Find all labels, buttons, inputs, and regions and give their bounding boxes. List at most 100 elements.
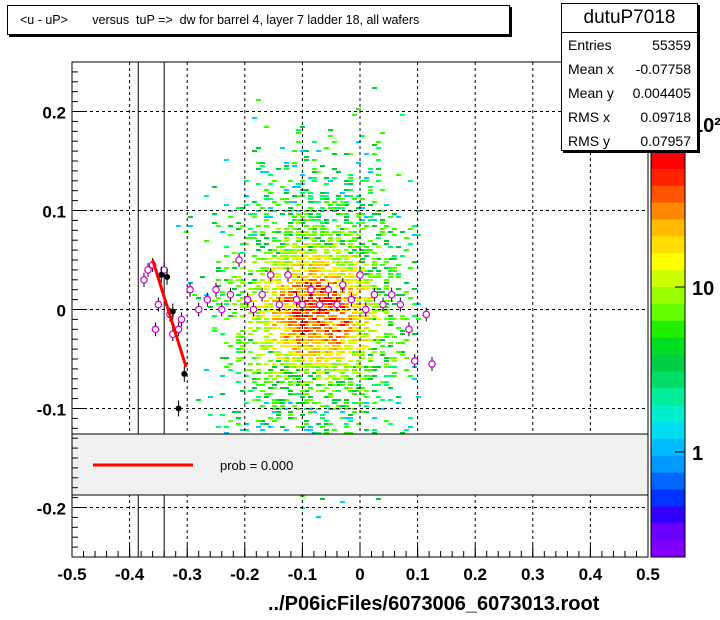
density-cell [216, 426, 221, 428]
density-cell [272, 180, 277, 182]
density-cell [304, 420, 309, 422]
density-cell [236, 333, 241, 335]
density-cell [316, 315, 321, 317]
density-cell [276, 261, 281, 263]
density-cell [320, 384, 325, 386]
density-cell [264, 300, 269, 302]
density-cell [256, 249, 261, 251]
density-cell [256, 327, 261, 329]
density-cell [332, 315, 337, 317]
density-cell [344, 219, 349, 221]
density-cell [268, 207, 273, 209]
density-cell [404, 369, 409, 371]
density-cell [388, 366, 393, 368]
density-cell [288, 351, 293, 353]
density-cell [228, 282, 233, 284]
density-cell [344, 204, 349, 206]
density-cell [336, 297, 341, 299]
density-cell [396, 342, 401, 344]
density-cell [340, 372, 345, 374]
density-cell [248, 312, 253, 314]
density-cell [352, 198, 357, 200]
density-cell [312, 282, 317, 284]
density-cell [292, 243, 297, 245]
density-cell [276, 312, 281, 314]
density-cell [296, 219, 301, 221]
density-cell [320, 279, 325, 281]
density-cell [324, 378, 329, 380]
density-cell [328, 366, 333, 368]
density-cell [320, 225, 325, 227]
density-cell [244, 204, 249, 206]
density-cell [276, 267, 281, 269]
density-cell [312, 231, 317, 233]
profile-point-solid [164, 273, 171, 280]
density-cell [316, 372, 321, 374]
density-cell [276, 273, 281, 275]
density-cell [332, 258, 337, 260]
density-cell [364, 303, 369, 305]
density-cell [344, 255, 349, 257]
profile-point-open [194, 305, 203, 314]
density-cell [380, 354, 385, 356]
density-cell [296, 195, 301, 197]
density-cell [312, 342, 317, 344]
density-cell [380, 132, 385, 134]
density-cell [312, 291, 317, 293]
density-cell [248, 333, 253, 335]
profile-point-open [379, 300, 387, 309]
density-cell [352, 306, 357, 308]
density-cell [300, 360, 305, 362]
density-cell [384, 282, 389, 284]
density-cell [332, 363, 337, 365]
density-cell [276, 351, 281, 353]
density-cell [284, 237, 289, 239]
density-cell [300, 312, 305, 314]
density-cell [220, 231, 225, 233]
density-cell [320, 273, 325, 275]
density-cell [260, 267, 265, 269]
density-cell [304, 150, 309, 152]
density-cell [360, 204, 365, 206]
density-cell [360, 198, 365, 200]
density-cell [384, 225, 389, 227]
density-cell [288, 267, 293, 269]
density-cell [264, 348, 269, 350]
density-cell [308, 273, 313, 275]
density-cell [288, 372, 293, 374]
density-cell [320, 300, 325, 302]
density-cell [328, 333, 333, 335]
density-cell [348, 261, 353, 263]
density-cell [320, 261, 325, 263]
density-cell [252, 201, 257, 203]
density-cell [392, 366, 397, 368]
density-cell [224, 432, 229, 434]
density-cell [284, 372, 289, 374]
color-scale-band [651, 287, 685, 305]
density-cell [368, 189, 373, 191]
stats-row-rms-x: RMS x 0.09718 [562, 105, 697, 129]
density-cell [252, 381, 257, 383]
density-cell [296, 333, 301, 335]
density-cell [316, 276, 321, 278]
density-cell [336, 195, 341, 197]
density-cell [368, 300, 373, 302]
density-cell [308, 333, 313, 335]
density-cell [316, 360, 321, 362]
density-cell [324, 405, 329, 407]
profile-point-open [405, 325, 413, 334]
density-cell [312, 300, 317, 302]
density-cell [348, 321, 353, 323]
density-cell [344, 258, 349, 260]
density-cell [384, 336, 389, 338]
density-cell [244, 375, 249, 377]
density-cell [368, 303, 373, 305]
density-cell [284, 297, 289, 299]
density-cell [280, 243, 285, 245]
density-cell [304, 348, 309, 350]
density-cell [244, 402, 249, 404]
density-cell [272, 315, 277, 317]
stats-value: 55359 [652, 37, 691, 53]
density-cell [324, 252, 329, 254]
density-cell [288, 207, 293, 209]
